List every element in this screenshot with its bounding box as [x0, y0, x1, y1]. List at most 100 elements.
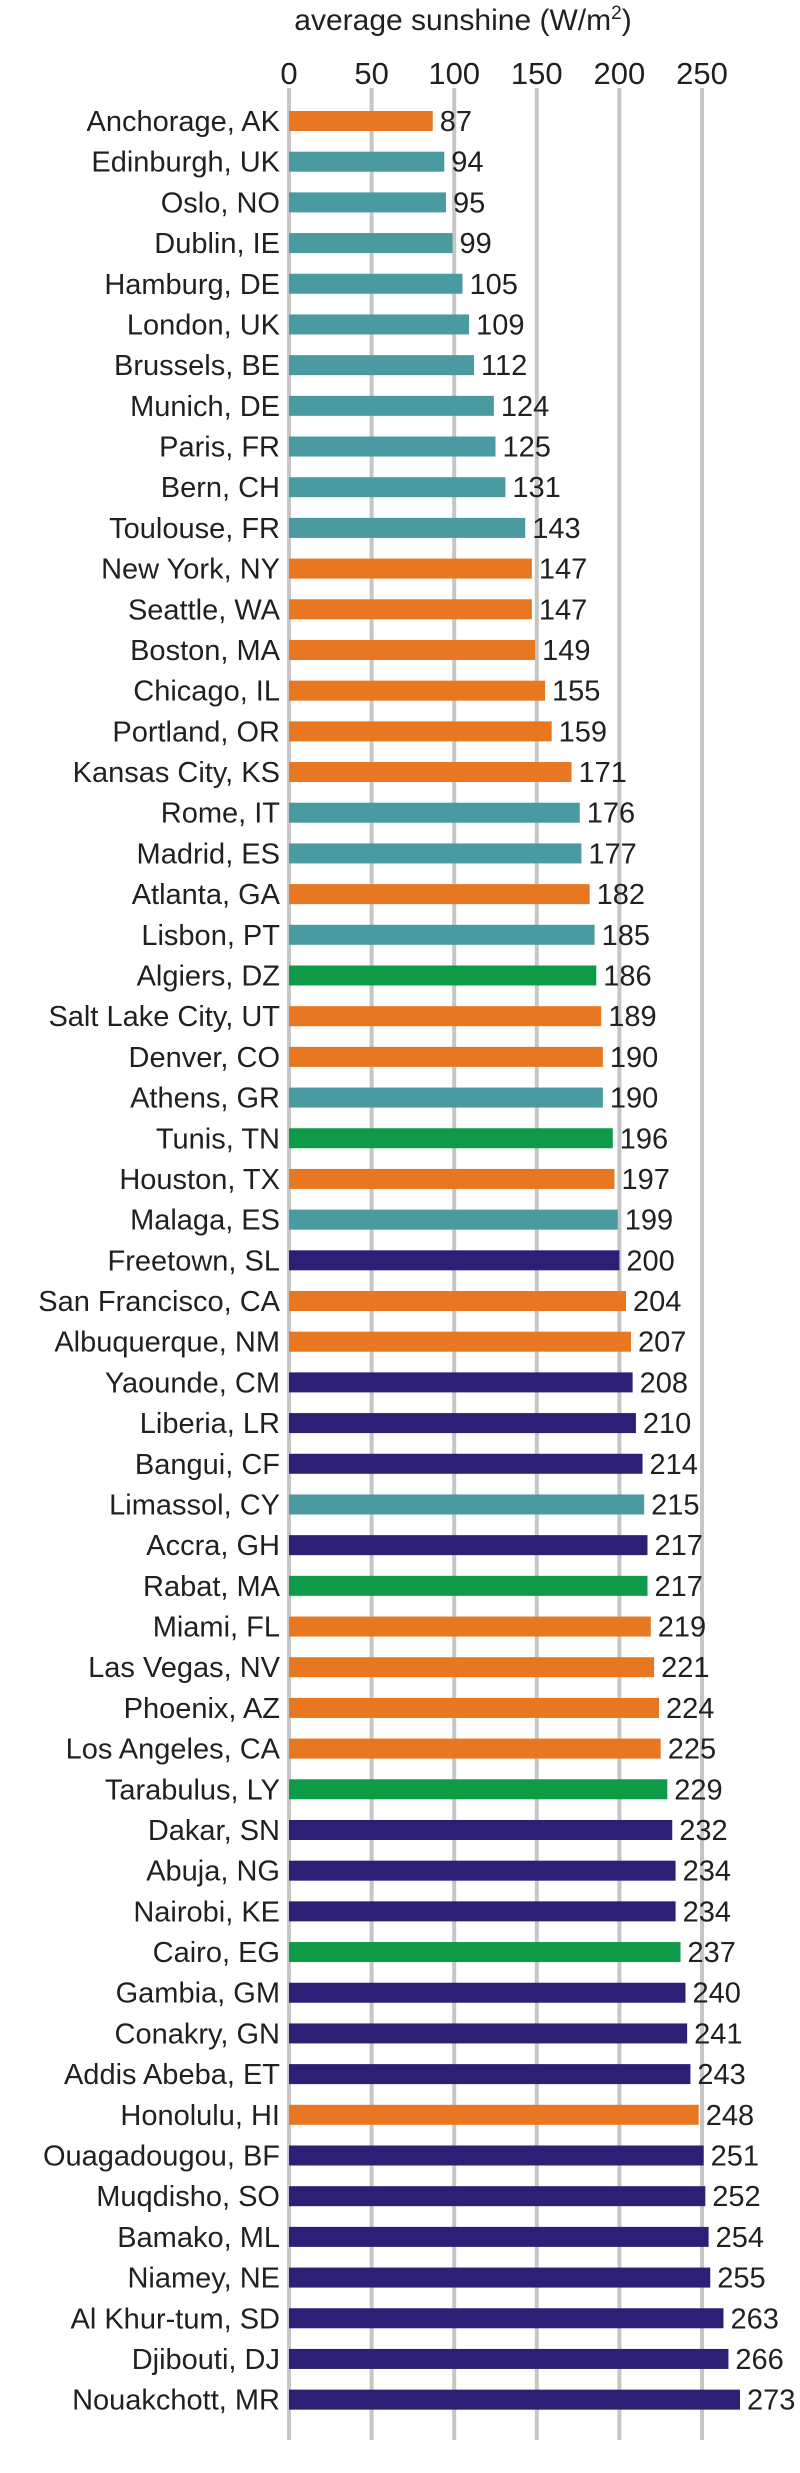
x-axis-ticks: 0 50 100 150 200 250 — [280, 56, 727, 91]
value-label-34: 215 — [651, 1489, 699, 1521]
bar-16 — [289, 762, 572, 783]
category-label-23: Denver, CO — [129, 1042, 281, 1074]
value-label-16: 171 — [578, 757, 626, 789]
bar-53 — [289, 2267, 711, 2288]
category-label-47: Conakry, GN — [115, 2018, 280, 2050]
bar-30 — [289, 1331, 631, 1352]
bar-12 — [289, 599, 532, 620]
value-label-31: 208 — [640, 1367, 688, 1399]
category-label-9: Bern, CH — [161, 472, 280, 504]
category-label-53: Niamey, NE — [127, 2263, 280, 2295]
category-label-16: Kansas City, KS — [73, 757, 280, 789]
value-label-25: 196 — [620, 1123, 668, 1155]
category-labels: Anchorage, AK Edinburgh, UK Oslo, NO Dublin… — [38, 106, 280, 2417]
value-label-24: 190 — [610, 1083, 658, 1115]
value-label-17: 176 — [587, 798, 635, 830]
category-label-34: Limassol, CY — [109, 1489, 280, 1521]
category-label-35: Accra, GH — [146, 1530, 280, 1562]
bar-4 — [289, 273, 463, 294]
category-label-13: Boston, MA — [130, 635, 281, 667]
value-label-12: 147 — [539, 594, 587, 626]
category-label-22: Salt Lake City, UT — [48, 1001, 280, 1033]
value-label-21: 186 — [603, 960, 651, 992]
value-label-9: 131 — [512, 472, 560, 504]
value-label-26: 197 — [621, 1164, 669, 1196]
category-label-36: Rabat, MA — [143, 1571, 281, 1603]
bar-36 — [289, 1575, 648, 1596]
category-label-48: Addis Abeba, ET — [64, 2059, 280, 2091]
bar-54 — [289, 2308, 724, 2329]
category-label-38: Las Vegas, NV — [88, 1652, 280, 1684]
category-label-12: Seattle, WA — [128, 594, 281, 626]
value-label-45: 237 — [688, 1937, 736, 1969]
bar-42 — [289, 1819, 673, 1840]
x-tick-label-150: 150 — [511, 56, 563, 91]
value-label-52: 254 — [716, 2222, 764, 2254]
bar-31 — [289, 1372, 633, 1393]
x-tick-label-0: 0 — [280, 56, 297, 91]
category-label-40: Los Angeles, CA — [66, 1734, 281, 1766]
x-tick-label-50: 50 — [354, 56, 388, 91]
bar-13 — [289, 639, 536, 660]
value-label-11: 147 — [539, 554, 587, 586]
value-label-8: 125 — [503, 432, 551, 464]
bar-52 — [289, 2226, 709, 2247]
category-label-43: Abuja, NG — [146, 1856, 280, 1888]
value-label-10: 143 — [532, 513, 580, 545]
category-label-30: Albuquerque, NM — [54, 1327, 280, 1359]
value-label-42: 232 — [679, 1815, 727, 1847]
value-label-53: 255 — [717, 2263, 765, 2295]
bar-5 — [289, 314, 470, 335]
value-label-37: 219 — [658, 1612, 706, 1644]
bar-6 — [289, 355, 475, 376]
bar-7 — [289, 395, 494, 416]
bar-29 — [289, 1291, 627, 1312]
bar-18 — [289, 843, 582, 864]
value-label-4: 105 — [469, 269, 517, 301]
bar-47 — [289, 2023, 688, 2044]
value-label-23: 190 — [610, 1042, 658, 1074]
value-label-20: 185 — [602, 920, 650, 952]
bar-43 — [289, 1860, 676, 1881]
category-label-1: Edinburgh, UK — [91, 147, 280, 179]
bar-38 — [289, 1657, 655, 1678]
bar-45 — [289, 1942, 681, 1963]
category-label-19: Atlanta, GA — [132, 879, 281, 911]
value-label-5: 109 — [476, 309, 524, 341]
category-label-11: New York, NY — [101, 554, 280, 586]
category-label-50: Ouagadougou, BF — [43, 2141, 280, 2173]
category-label-39: Phoenix, AZ — [124, 1693, 280, 1725]
category-label-0: Anchorage, AK — [87, 106, 281, 138]
category-label-32: Liberia, LR — [140, 1408, 280, 1440]
value-label-35: 217 — [654, 1530, 702, 1562]
x-tick-label-100: 100 — [428, 56, 480, 91]
category-label-46: Gambia, GM — [116, 1978, 280, 2010]
bar-34 — [289, 1494, 645, 1515]
category-label-2: Oslo, NO — [161, 187, 280, 219]
category-label-33: Bangui, CF — [135, 1449, 280, 1481]
bars — [289, 111, 740, 2410]
value-label-7: 124 — [501, 391, 549, 423]
value-label-49: 248 — [706, 2100, 754, 2132]
bar-19 — [289, 884, 590, 905]
value-label-48: 243 — [697, 2059, 745, 2091]
category-label-54: Al Khur-tum, SD — [71, 2303, 281, 2335]
value-label-15: 159 — [559, 716, 607, 748]
category-label-37: Miami, FL — [153, 1612, 280, 1644]
value-label-46: 240 — [692, 1978, 740, 2010]
bar-50 — [289, 2145, 704, 2166]
category-label-42: Dakar, SN — [148, 1815, 280, 1847]
value-labels: 87 94 95 99 105 109 112 124 125 131 143 147 147 149 15… — [440, 106, 796, 2417]
value-label-14: 155 — [552, 676, 600, 708]
bar-48 — [289, 2064, 691, 2085]
category-label-44: Nairobi, KE — [133, 1896, 280, 1928]
bar-17 — [289, 802, 580, 823]
value-label-2: 95 — [453, 187, 485, 219]
value-label-38: 221 — [661, 1652, 709, 1684]
value-label-41: 229 — [674, 1774, 722, 1806]
value-label-28: 200 — [626, 1245, 674, 1277]
bar-15 — [289, 721, 552, 742]
value-label-54: 263 — [730, 2303, 778, 2335]
value-label-44: 234 — [683, 1896, 731, 1928]
